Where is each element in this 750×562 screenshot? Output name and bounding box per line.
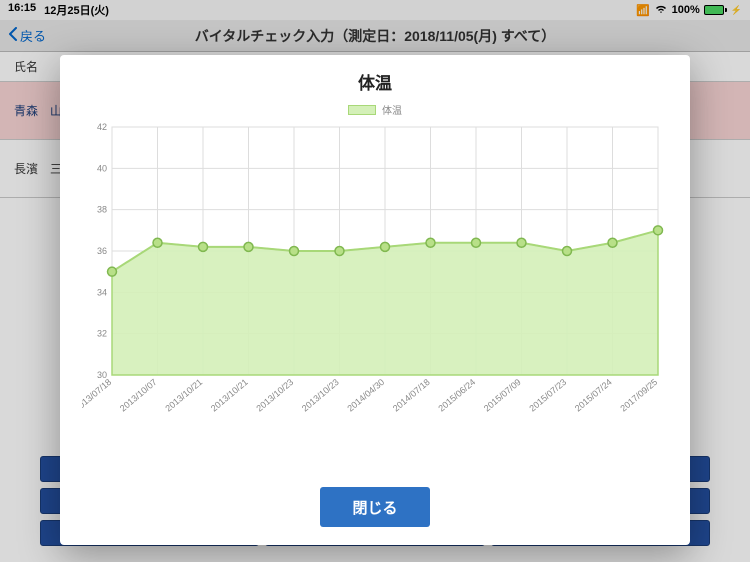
chart-area: 体温 303234363840422013/07/182013/10/07201…: [82, 102, 668, 477]
svg-text:2013/10/23: 2013/10/23: [300, 377, 341, 414]
svg-text:32: 32: [97, 329, 107, 339]
close-button[interactable]: 閉じる: [320, 487, 430, 527]
svg-text:2017/09/25: 2017/09/25: [618, 377, 659, 414]
svg-text:2013/10/23: 2013/10/23: [254, 377, 295, 414]
svg-text:38: 38: [97, 205, 107, 215]
chart-legend: 体温: [82, 102, 668, 117]
svg-text:2015/07/09: 2015/07/09: [482, 377, 523, 414]
modal-title: 体温: [82, 69, 668, 94]
svg-text:40: 40: [97, 163, 107, 173]
svg-text:2013/10/21: 2013/10/21: [163, 377, 204, 414]
svg-text:2015/07/23: 2015/07/23: [527, 377, 568, 414]
modal-overlay: 体温 体温 303234363840422013/07/182013/10/07…: [0, 0, 750, 562]
svg-text:34: 34: [97, 287, 107, 297]
svg-text:2013/10/07: 2013/10/07: [118, 377, 159, 414]
svg-text:2014/07/18: 2014/07/18: [391, 377, 432, 414]
chart-modal: 体温 体温 303234363840422013/07/182013/10/07…: [60, 55, 690, 545]
legend-swatch: [348, 105, 376, 115]
svg-text:36: 36: [97, 246, 107, 256]
svg-text:2013/07/18: 2013/07/18: [82, 377, 113, 414]
temperature-chart: 303234363840422013/07/182013/10/072013/1…: [82, 121, 668, 431]
svg-text:2013/10/21: 2013/10/21: [209, 377, 250, 414]
svg-text:42: 42: [97, 122, 107, 132]
svg-text:2015/07/24: 2015/07/24: [573, 377, 614, 414]
svg-text:2014/04/30: 2014/04/30: [345, 377, 386, 414]
legend-label: 体温: [382, 102, 402, 117]
svg-text:2015/06/24: 2015/06/24: [436, 377, 477, 414]
